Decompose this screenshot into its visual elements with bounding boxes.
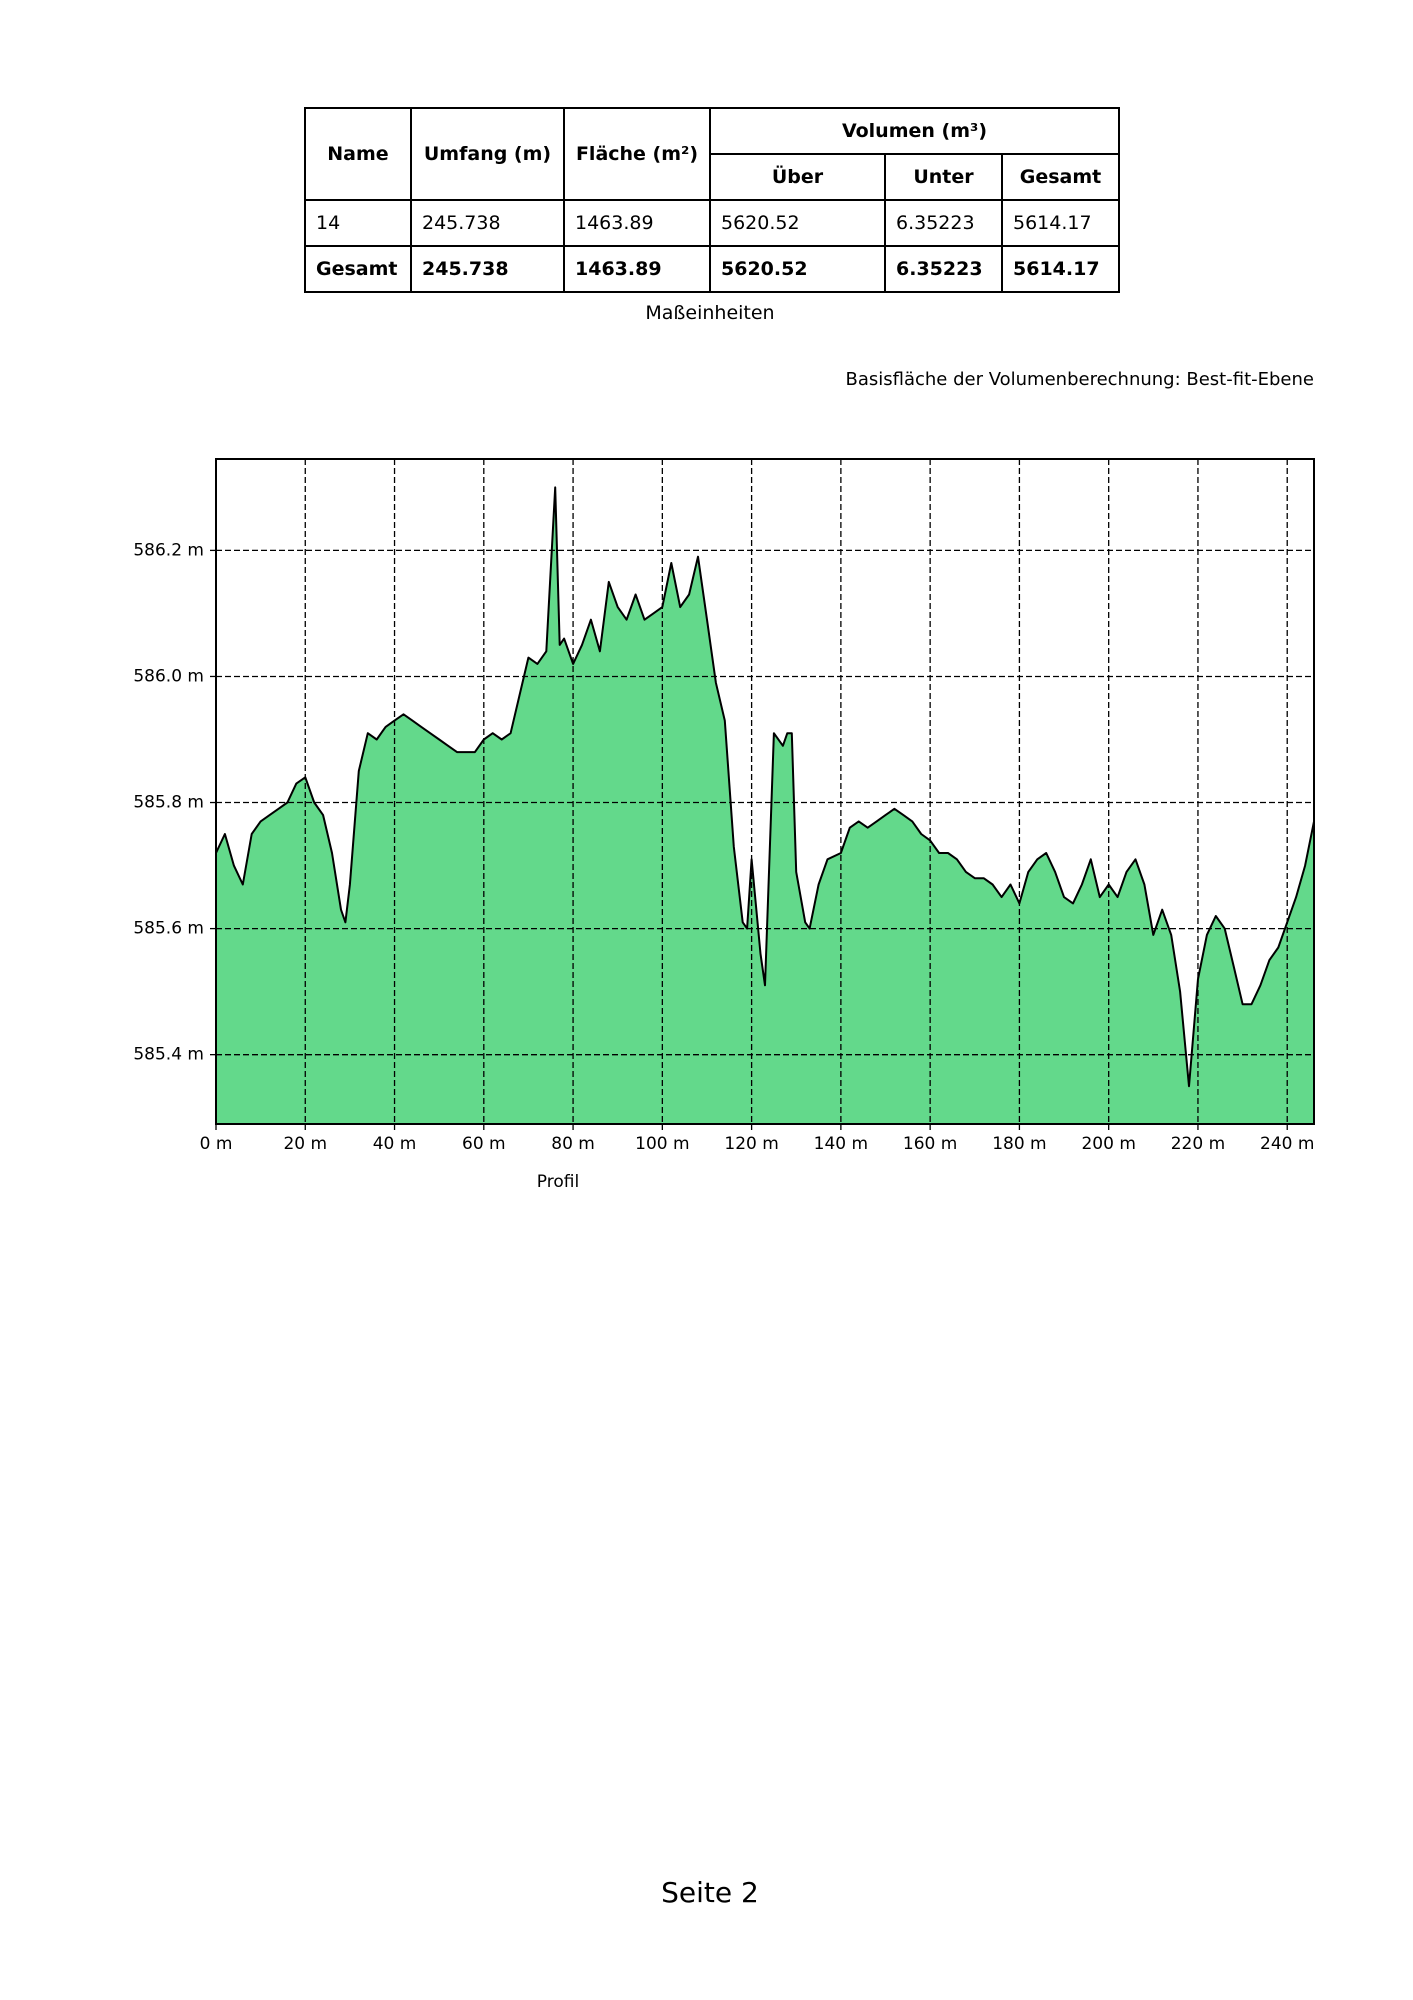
table-caption: Maßeinheiten	[645, 302, 775, 324]
x-tick-label: 60 m	[462, 1134, 506, 1154]
plot-frame	[215, 458, 1315, 1125]
table-cell: 5614.17	[1001, 245, 1120, 293]
y-tick-label: 585.6 m	[133, 919, 204, 939]
header-cell: Umfang (m)	[410, 107, 565, 201]
x-tick-label: 120 m	[724, 1134, 778, 1154]
x-tick-label: 140 m	[814, 1134, 868, 1154]
x-tick-label: 160 m	[903, 1134, 957, 1154]
header-cell: Fläche (m²)	[563, 107, 711, 201]
x-tick-label: 40 m	[373, 1134, 417, 1154]
x-tick-label: 80 m	[551, 1134, 595, 1154]
table-row: 14 245.738 1463.89 5620.52 6.35223 5614.17	[304, 199, 1120, 247]
table-cell: 1463.89	[563, 245, 711, 293]
header-cell: Name	[304, 107, 412, 201]
area-fill	[216, 487, 1314, 1124]
y-tick-label: 586.0 m	[133, 666, 204, 686]
header-cell: Unter	[884, 153, 1003, 201]
table-cell: 1463.89	[563, 199, 711, 247]
table-cell: 5620.52	[709, 199, 886, 247]
x-tick-label: 100 m	[635, 1134, 689, 1154]
x-tick-label: 220 m	[1171, 1134, 1225, 1154]
table-cell: Gesamt	[304, 245, 412, 293]
x-axis-label: Profil	[537, 1172, 579, 1192]
header-cell: Über	[709, 153, 886, 201]
x-tick-label: 200 m	[1081, 1134, 1135, 1154]
table-cell: 5620.52	[709, 245, 886, 293]
chart: 585.4 m 585.6 m 585.8 m 586.0 m 586.2 m 0 m 20…	[133, 458, 1315, 1192]
y-tick-label: 586.2 m	[133, 540, 204, 560]
y-tick-label: 585.8 m	[133, 793, 204, 813]
table-cell: 6.35223	[884, 245, 1003, 293]
x-tick-label: 0 m	[200, 1134, 233, 1154]
table-cell: 245.738	[410, 245, 565, 293]
volume-table: Name Umfang (m) Fläche (m²) Volumen (m³)…	[304, 107, 1120, 293]
table-cell: 14	[304, 199, 412, 247]
table-cell: 6.35223	[884, 199, 1003, 247]
header-cell: Volumen (m³)	[709, 107, 1120, 155]
x-tick-label: 20 m	[283, 1134, 327, 1154]
profile-line	[215, 486, 1315, 1088]
table-cell: 245.738	[410, 199, 565, 247]
note: Basisfläche der Volumenberechnung: Best-…	[845, 369, 1314, 390]
y-tick-label: 585.4 m	[133, 1045, 204, 1065]
page-footer: Seite 2	[661, 1876, 759, 1909]
table-cell: 5614.17	[1001, 199, 1120, 247]
header-cell: Gesamt	[1001, 153, 1120, 201]
x-tick-label: 180 m	[992, 1134, 1046, 1154]
table-row: Gesamt 245.738 1463.89 5620.52 6.35223 5614.1…	[304, 245, 1120, 293]
x-tick-label: 240 m	[1260, 1134, 1314, 1154]
